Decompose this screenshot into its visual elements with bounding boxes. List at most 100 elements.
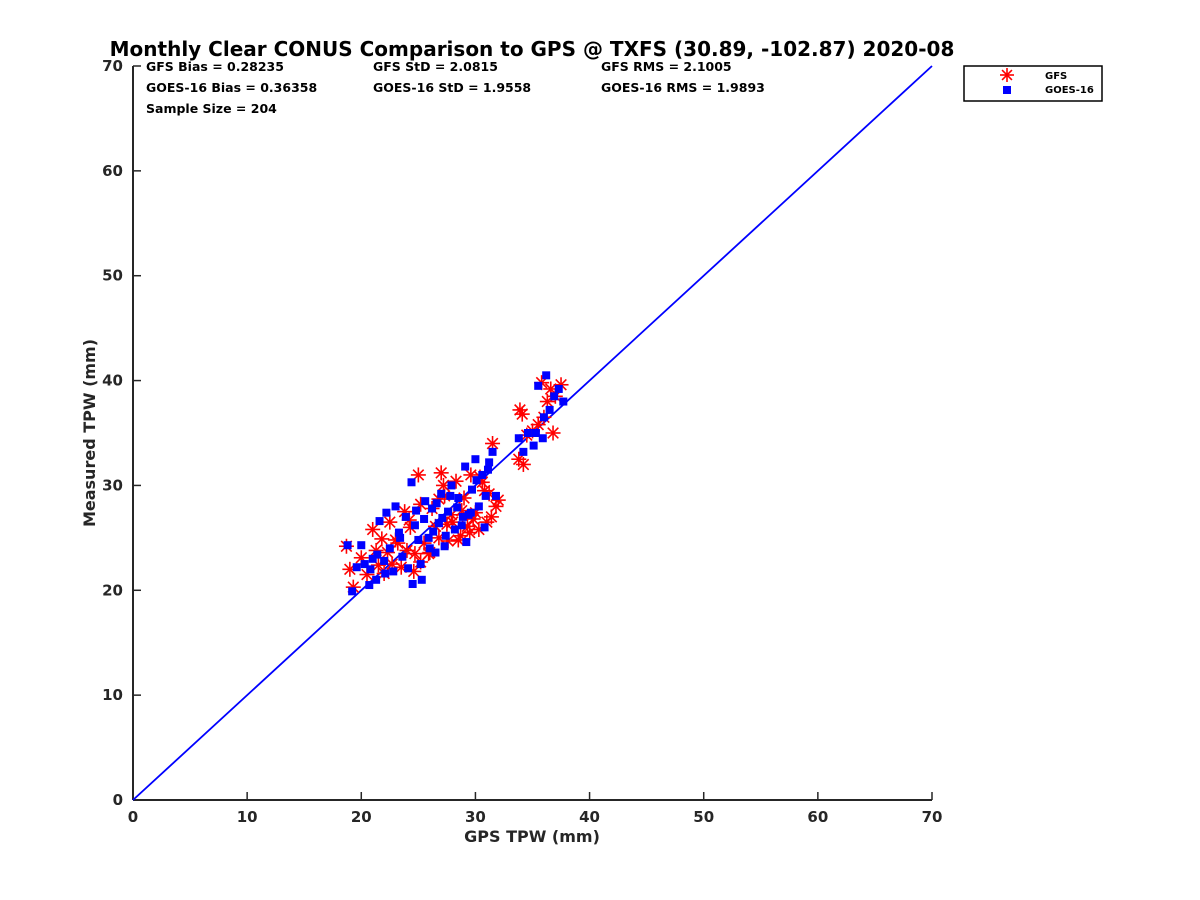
goes-16-point: [432, 499, 441, 508]
gfs-point: [463, 467, 479, 483]
legend: GFS GOES-16: [963, 65, 1103, 102]
goes-16-point: [523, 429, 532, 437]
goes-16-point: [381, 569, 390, 578]
goes-16-point: [352, 563, 361, 572]
x-tick-label-4: 40: [579, 808, 600, 826]
goes-16-point: [468, 485, 477, 494]
goes-16-point: [375, 517, 384, 526]
goes-16-point: [447, 481, 456, 490]
goes-16-point: [453, 503, 462, 512]
y-tick-label-2: 20: [102, 581, 123, 599]
x-tick-label-5: 50: [693, 808, 714, 826]
goes-16-point: [481, 491, 490, 500]
gfs-point: [545, 425, 561, 441]
goes-16-point: [391, 502, 400, 511]
goes-16-point: [424, 533, 433, 542]
x-tick-label-1: 10: [237, 808, 258, 826]
goes-16-point: [491, 491, 500, 500]
goes-16-point: [483, 465, 492, 474]
goes-16-point: [343, 541, 352, 550]
goes-16-point: [559, 397, 568, 406]
goes-16-point: [438, 513, 447, 522]
legend-gfs-label: GFS: [1045, 71, 1067, 82]
goes-16-point: [461, 462, 470, 471]
goes-16-series: [343, 371, 568, 596]
goes-16-point: [458, 512, 467, 521]
goes-16-point: [372, 575, 381, 584]
goes-std-text: GOES-16 StD = 1.9558: [373, 80, 531, 95]
chart-title: Monthly Clear CONUS Comparison to GPS @ …: [110, 37, 955, 61]
goes-16-point: [398, 552, 407, 561]
goes-16-point: [545, 405, 554, 414]
x-tick-label-0: 0: [128, 808, 138, 826]
sample-size-text: Sample Size = 204: [146, 101, 277, 116]
goes-16-point: [357, 541, 366, 550]
y-tick-label-3: 30: [102, 476, 123, 494]
goes-16-point: [462, 538, 471, 547]
goes-16-point: [421, 497, 430, 506]
goes-16-point: [529, 441, 538, 450]
goes-16-point: [434, 519, 443, 528]
legend-gfs-asterisk: [1000, 68, 1014, 82]
goes-16-point: [396, 533, 405, 542]
goes-rms-text: GOES-16 RMS = 1.9893: [601, 80, 765, 95]
legend-goes-16-label: GOES-16: [1045, 85, 1094, 96]
legend-gfs-marker: [1000, 68, 1014, 82]
goes-16-point: [538, 434, 547, 443]
gfs-point: [512, 402, 528, 418]
y-tick-label-7: 70: [102, 57, 123, 75]
goes-16-point: [368, 554, 377, 563]
goes-16-point: [394, 528, 403, 537]
goes-16-point: [446, 491, 455, 500]
y-axis-label: Measured TPW (mm): [80, 339, 99, 527]
goes-16-point: [373, 550, 382, 559]
gfs-point: [382, 514, 398, 530]
goes-16-point: [485, 458, 494, 467]
x-tick-label-3: 30: [465, 808, 486, 826]
goes-16-point: [474, 502, 483, 511]
legend-box: [963, 65, 1103, 102]
goes-16-point: [366, 565, 375, 574]
gfs-point: [374, 531, 390, 547]
goes-16-point: [472, 476, 481, 485]
goes-16-point: [425, 544, 434, 553]
gfs-point: [433, 465, 449, 481]
goes-16-point: [480, 523, 489, 532]
goes-16-point: [519, 447, 528, 456]
axis-ticks: 0 10 20 30 40 50 60 70 0 10 20 30 40 50 60 70: [102, 57, 942, 826]
gfs-point: [483, 509, 499, 525]
gfs-point: [407, 546, 423, 562]
goes-16-point: [440, 542, 449, 551]
goes-16-point: [444, 507, 453, 516]
goes-16-point: [554, 384, 563, 393]
goes-16-point: [441, 531, 450, 540]
gfs-std-text: GFS StD = 2.0815: [373, 59, 498, 74]
goes-16-point: [407, 478, 416, 487]
goes-16-point: [414, 535, 423, 544]
goes-16-point: [412, 506, 421, 515]
y-tick-label-0: 0: [113, 791, 123, 809]
legend-goes-16-marker: [1003, 86, 1011, 94]
goes-16-point: [382, 508, 391, 517]
goes-16-point: [389, 567, 398, 576]
goes-16-point: [428, 504, 437, 513]
goes-16-point: [401, 512, 410, 521]
y-tick-label-6: 60: [102, 162, 123, 180]
goes-16-point: [348, 587, 357, 596]
goes-16-point: [539, 413, 548, 422]
goes-bias-text: GOES-16 Bias = 0.36358: [146, 80, 317, 95]
goes-16-point: [420, 514, 429, 523]
x-tick-label-6: 60: [807, 808, 828, 826]
gfs-point: [514, 406, 530, 422]
goes-16-point: [514, 434, 523, 443]
goes-16-point: [417, 575, 426, 584]
goes-16-point: [365, 581, 374, 590]
y-tick-label-4: 40: [102, 372, 123, 390]
gfs-bias-text: GFS Bias = 0.28235: [146, 59, 284, 74]
x-axis-label: GPS TPW (mm): [464, 827, 600, 846]
plot-area: 0 10 20 30 40 50 60 70 0 10 20 30 40 50 60 70: [102, 57, 942, 826]
goes-16-point: [429, 527, 438, 536]
goes-16-point: [408, 579, 417, 588]
